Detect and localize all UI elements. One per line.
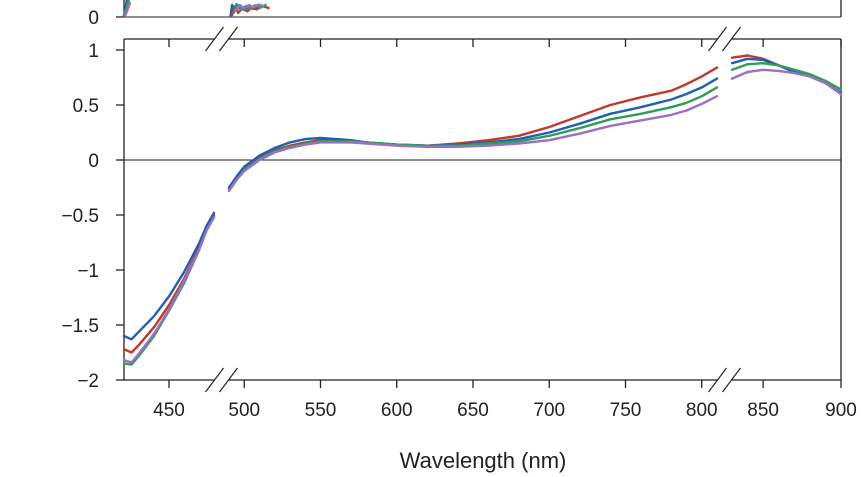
axis-break-mark: [722, 367, 741, 393]
axis-break-mark: [205, 26, 224, 52]
main-panel: 1 0.5 0 −0.5 −1 −1.5 −2 450 500 550 600 650 700 750 80…: [61, 26, 857, 421]
axis-break-mark: [219, 26, 238, 52]
y-tick-label: −2: [77, 371, 99, 392]
top-panel-y-tick-label: 0: [88, 8, 99, 29]
y-tick-label: −0.5: [61, 206, 99, 227]
top-panel-trace-2: [122, 0, 130, 17]
series-line-1-segment-1: [227, 77, 719, 189]
series-line-1-segment-0: [122, 211, 216, 341]
y-tick-label: 0.5: [73, 96, 99, 117]
series-line-3-segment-0: [122, 215, 216, 364]
x-tick-label: 450: [153, 400, 185, 421]
x-tick-label: 550: [305, 400, 337, 421]
axis-break-mark: [708, 367, 727, 393]
axis-break-mark: [722, 26, 741, 52]
top-panel: 0: [88, 0, 842, 29]
axis-break-gap: [215, 36, 228, 42]
top-panel-trace-6: [232, 2, 267, 15]
axis-break-mark: [708, 26, 727, 52]
top-panel-trace-7: [233, 3, 264, 13]
y-tick-label: 0: [88, 151, 99, 172]
x-tick-label: 800: [686, 400, 718, 421]
axis-break-mark: [219, 367, 238, 393]
y-tick-label: −1: [77, 261, 99, 282]
axis-break-gap: [718, 36, 731, 42]
x-tick-label: 750: [610, 400, 642, 421]
series-line-3-segment-2: [730, 68, 843, 96]
top-panel-trace-3: [124, 1, 132, 17]
x-tick-label: 850: [747, 400, 779, 421]
series-line-0-segment-2: [730, 54, 843, 96]
series-line-2-segment-2: [730, 62, 843, 91]
x-tick-label: 500: [228, 400, 260, 421]
x-tick-label: 700: [533, 400, 565, 421]
x-tick-label: 900: [825, 400, 857, 421]
series-line-0-segment-1: [227, 66, 719, 190]
series-line-3-segment-1: [227, 94, 719, 193]
axis-break-gap: [718, 377, 731, 383]
x-tick-label: 650: [457, 400, 489, 421]
x-axis-label: Wavelength (nm): [400, 448, 567, 473]
axis-break-gap: [215, 377, 228, 383]
y-tick-label: 1: [88, 41, 99, 62]
axis-break-mark: [205, 367, 224, 393]
x-tick-label: 600: [381, 400, 413, 421]
y-tick-label: −1.5: [61, 316, 99, 337]
